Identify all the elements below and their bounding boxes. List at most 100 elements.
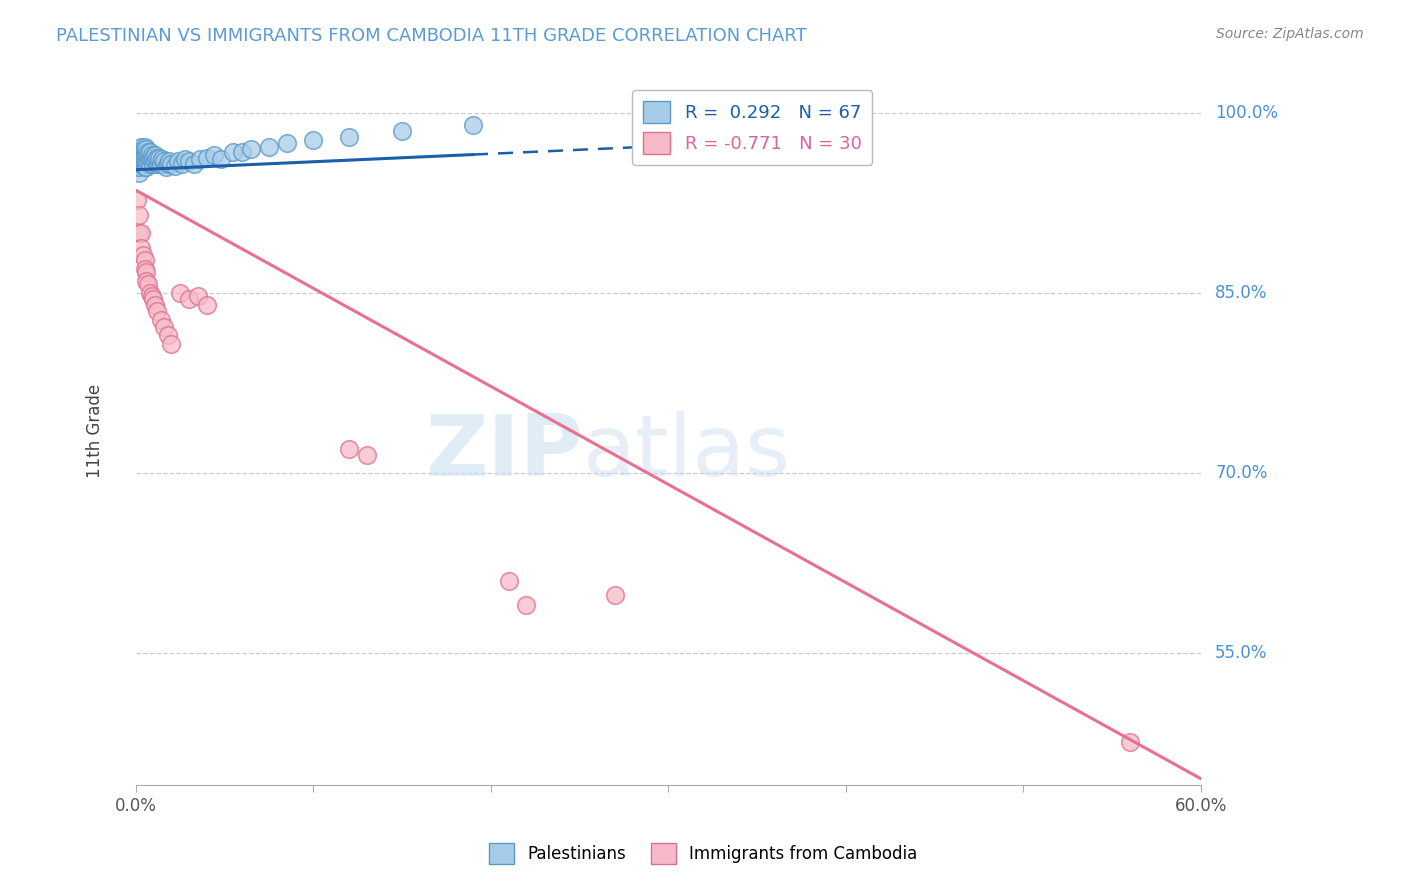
- Point: [391, 124, 413, 138]
- Point: [142, 292, 165, 306]
- Point: [136, 145, 159, 159]
- Text: 85.0%: 85.0%: [1215, 285, 1268, 302]
- Point: [134, 140, 156, 154]
- Point: [188, 152, 211, 166]
- Point: [127, 161, 149, 175]
- Point: [195, 151, 218, 165]
- Point: [153, 154, 176, 169]
- Point: [202, 148, 225, 162]
- Text: 70.0%: 70.0%: [1215, 464, 1268, 482]
- Point: [153, 319, 176, 334]
- Point: [134, 161, 156, 175]
- Point: [128, 166, 150, 180]
- Point: [515, 598, 537, 612]
- Point: [149, 157, 172, 171]
- Point: [132, 152, 155, 166]
- Point: [134, 148, 156, 162]
- Point: [129, 145, 152, 159]
- Point: [129, 152, 152, 166]
- Point: [148, 157, 170, 171]
- Point: [177, 154, 200, 169]
- Point: [139, 157, 162, 171]
- Point: [240, 142, 263, 156]
- Point: [167, 154, 190, 169]
- Point: [139, 145, 162, 159]
- Point: [135, 161, 157, 175]
- Point: [159, 154, 181, 169]
- Point: [134, 262, 156, 277]
- Point: [129, 148, 152, 162]
- Point: [127, 193, 149, 207]
- Point: [136, 277, 159, 291]
- Point: [132, 142, 155, 156]
- Point: [156, 328, 179, 343]
- Point: [257, 140, 280, 154]
- Point: [128, 145, 150, 159]
- Point: [160, 336, 183, 351]
- Point: [142, 157, 165, 171]
- Point: [356, 448, 378, 462]
- Point: [498, 574, 520, 588]
- Point: [128, 161, 150, 175]
- Text: 100.0%: 100.0%: [1215, 104, 1278, 122]
- Point: [132, 157, 155, 171]
- Point: [174, 152, 197, 166]
- Point: [603, 588, 626, 602]
- Point: [222, 145, 245, 159]
- Text: 11th Grade: 11th Grade: [86, 384, 104, 478]
- Text: 55.0%: 55.0%: [1215, 644, 1268, 662]
- Point: [142, 151, 165, 165]
- Point: [132, 148, 155, 162]
- Point: [143, 154, 166, 169]
- Point: [302, 133, 325, 147]
- Point: [136, 154, 159, 169]
- Point: [139, 151, 162, 165]
- Point: [135, 154, 157, 169]
- Point: [143, 148, 166, 162]
- Text: Source: ZipAtlas.com: Source: ZipAtlas.com: [1216, 27, 1364, 41]
- Point: [135, 142, 157, 156]
- Text: ZIP: ZIP: [426, 411, 583, 494]
- Point: [146, 151, 169, 165]
- Point: [276, 136, 298, 151]
- Point: [461, 119, 484, 133]
- Point: [146, 157, 169, 171]
- Point: [129, 241, 152, 255]
- Text: atlas: atlas: [583, 411, 792, 494]
- Point: [141, 288, 163, 302]
- Point: [129, 157, 152, 171]
- Point: [231, 145, 253, 159]
- Point: [134, 252, 156, 267]
- Point: [127, 148, 149, 162]
- Point: [128, 208, 150, 222]
- Point: [132, 248, 155, 262]
- Point: [163, 159, 186, 173]
- Point: [337, 442, 360, 456]
- Point: [156, 157, 179, 171]
- Point: [134, 145, 156, 159]
- Point: [150, 152, 173, 166]
- Text: PALESTINIAN VS IMMIGRANTS FROM CAMBODIA 11TH GRADE CORRELATION CHART: PALESTINIAN VS IMMIGRANTS FROM CAMBODIA …: [56, 27, 807, 45]
- Point: [135, 274, 157, 288]
- Point: [128, 154, 150, 169]
- Point: [177, 292, 200, 306]
- Point: [155, 161, 177, 175]
- Point: [139, 286, 162, 301]
- Point: [143, 298, 166, 312]
- Legend: R =  0.292   N = 67, R = -0.771   N = 30: R = 0.292 N = 67, R = -0.771 N = 30: [633, 90, 872, 165]
- Point: [169, 286, 191, 301]
- Point: [135, 148, 157, 162]
- Point: [141, 148, 163, 162]
- Point: [136, 148, 159, 162]
- Point: [1119, 734, 1142, 748]
- Point: [134, 154, 156, 169]
- Point: [127, 154, 149, 169]
- Point: [170, 157, 193, 171]
- Point: [183, 157, 205, 171]
- Point: [187, 288, 209, 302]
- Point: [129, 227, 152, 241]
- Point: [160, 157, 183, 171]
- Point: [148, 151, 170, 165]
- Legend: Palestinians, Immigrants from Cambodia: Palestinians, Immigrants from Cambodia: [482, 837, 924, 871]
- Point: [135, 265, 157, 279]
